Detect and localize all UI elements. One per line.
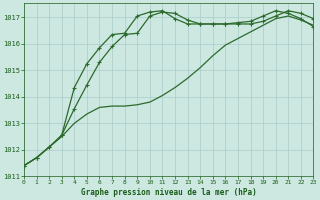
X-axis label: Graphe pression niveau de la mer (hPa): Graphe pression niveau de la mer (hPa) [81,188,257,197]
